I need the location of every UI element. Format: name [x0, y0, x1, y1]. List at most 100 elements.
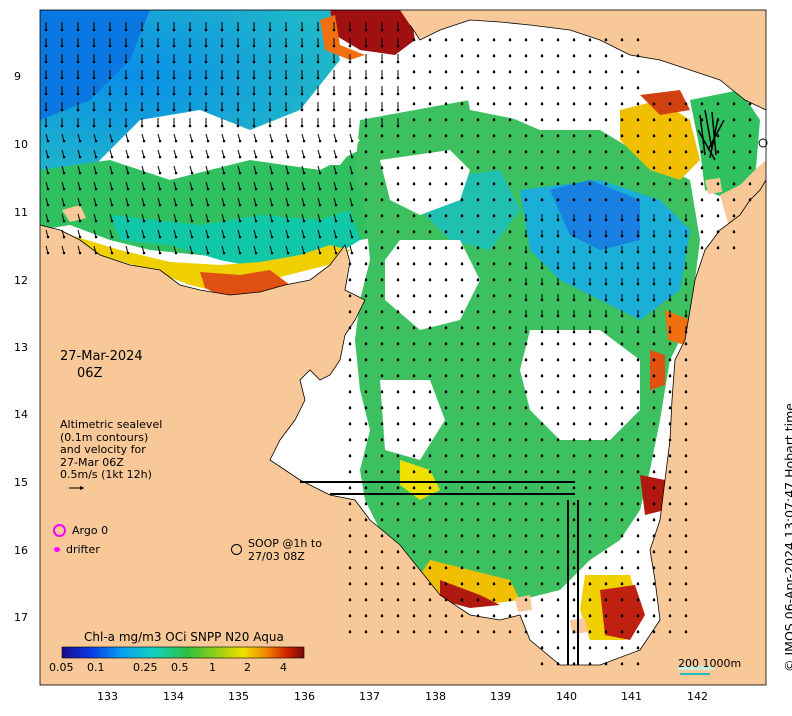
velocity-arrow-head: [732, 198, 736, 202]
velocity-arrow-head: [572, 454, 576, 458]
velocity-arrow-head: [156, 28, 160, 32]
velocity-arrow-head: [636, 518, 640, 522]
velocity-arrow-head: [476, 38, 480, 42]
altimetry-line: and velocity for: [60, 443, 146, 456]
velocity-arrow-head: [318, 187, 322, 191]
velocity-arrow-head: [732, 118, 736, 122]
velocity-arrow-head: [348, 108, 352, 112]
velocity-arrow-head: [540, 54, 544, 58]
velocity-arrow-head: [620, 646, 624, 650]
velocity-arrow-head: [636, 534, 640, 538]
velocity-arrow-head: [636, 470, 640, 474]
velocity-arrow-head: [428, 294, 432, 298]
depth-scale-label: 200 1000m: [678, 657, 742, 670]
velocity-arrow-head: [636, 218, 640, 222]
velocity-arrow-head: [524, 486, 528, 490]
velocity-arrow-head: [396, 124, 400, 128]
velocity-arrow-head: [732, 102, 736, 106]
velocity-arrow-head: [508, 38, 512, 42]
velocity-arrow-head: [380, 630, 384, 634]
velocity-arrow-head: [540, 614, 544, 618]
velocity-arrow-head: [492, 150, 496, 154]
velocity-arrow-head: [460, 566, 464, 570]
velocity-arrow-head: [350, 235, 354, 239]
velocity-arrow-head: [110, 203, 114, 207]
velocity-arrow-head: [364, 44, 368, 48]
velocity-arrow-head: [396, 230, 400, 234]
velocity-arrow-head: [222, 251, 226, 255]
velocity-arrow-head: [540, 266, 544, 270]
velocity-arrow-head: [588, 470, 592, 474]
velocity-arrow-head: [572, 134, 576, 138]
velocity-arrow-head: [254, 139, 258, 143]
velocity-arrow-head: [684, 470, 688, 474]
velocity-arrow-head: [348, 518, 352, 522]
velocity-arrow-head: [492, 566, 496, 570]
velocity-arrow-head: [444, 278, 448, 282]
velocity-arrow-head: [380, 198, 384, 202]
velocity-arrow-head: [364, 92, 368, 96]
velocity-arrow-head: [540, 182, 544, 186]
velocity-arrow-head: [444, 102, 448, 106]
velocity-arrow-head: [540, 598, 544, 602]
velocity-arrow-head: [748, 166, 752, 170]
velocity-arrow-head: [492, 422, 496, 426]
velocity-arrow-head: [620, 70, 624, 74]
velocity-arrow-head: [348, 310, 352, 314]
velocity-arrow-head: [428, 502, 432, 506]
velocity-arrow-head: [380, 422, 384, 426]
velocity-arrow-head: [684, 250, 688, 254]
velocity-arrow-head: [332, 108, 336, 112]
velocity-arrow-head: [524, 314, 528, 318]
velocity-arrow-head: [508, 102, 512, 106]
velocity-arrow-head: [124, 28, 128, 32]
velocity-arrow-head: [412, 518, 416, 522]
velocity-arrow-head: [636, 86, 640, 90]
velocity-arrow-head: [652, 198, 656, 202]
velocity-arrow-head: [268, 44, 272, 48]
velocity-arrow-head: [524, 250, 528, 254]
velocity-arrow-head: [684, 198, 688, 202]
velocity-arrow-head: [508, 582, 512, 586]
y-tick-label: 16: [14, 544, 28, 557]
velocity-arrow-head: [668, 630, 672, 634]
velocity-arrow-head: [556, 166, 560, 170]
velocity-arrow-head: [572, 198, 576, 202]
velocity-arrow-head: [668, 374, 672, 378]
velocity-arrow-head: [684, 406, 688, 410]
velocity-arrow-head: [636, 134, 640, 138]
velocity-arrow-head: [348, 262, 352, 266]
velocity-arrow-head: [444, 342, 448, 346]
velocity-arrow-head: [254, 235, 258, 239]
velocity-arrow-head: [60, 44, 64, 48]
velocity-arrow-head: [572, 102, 576, 106]
velocity-arrow-head: [652, 330, 656, 334]
velocity-arrow-head: [236, 60, 240, 64]
velocity-arrow-head: [94, 251, 98, 255]
velocity-arrow-head: [620, 342, 624, 346]
velocity-arrow-head: [334, 251, 338, 255]
velocity-arrow-head: [588, 218, 592, 222]
velocity-arrow-head: [318, 219, 322, 223]
velocity-arrow-head: [92, 44, 96, 48]
velocity-arrow-head: [364, 28, 368, 32]
velocity-arrow-head: [270, 139, 274, 143]
velocity-arrow-head: [44, 124, 48, 128]
velocity-arrow-head: [556, 438, 560, 442]
velocity-arrow-head: [396, 550, 400, 554]
velocity-arrow-head: [350, 139, 354, 143]
velocity-arrow-head: [668, 102, 672, 106]
velocity-arrow-head: [396, 92, 400, 96]
velocity-arrow-head: [348, 582, 352, 586]
velocity-arrow-head: [428, 54, 432, 58]
velocity-arrow-head: [588, 314, 592, 318]
velocity-arrow-head: [652, 282, 656, 286]
velocity-arrow-head: [492, 358, 496, 362]
velocity-arrow-head: [524, 598, 528, 602]
velocity-arrow-head: [668, 234, 672, 238]
velocity-arrow-head: [636, 54, 640, 58]
velocity-arrow-head: [428, 118, 432, 122]
velocity-arrow-head: [620, 182, 624, 186]
velocity-arrow-head: [668, 486, 672, 490]
